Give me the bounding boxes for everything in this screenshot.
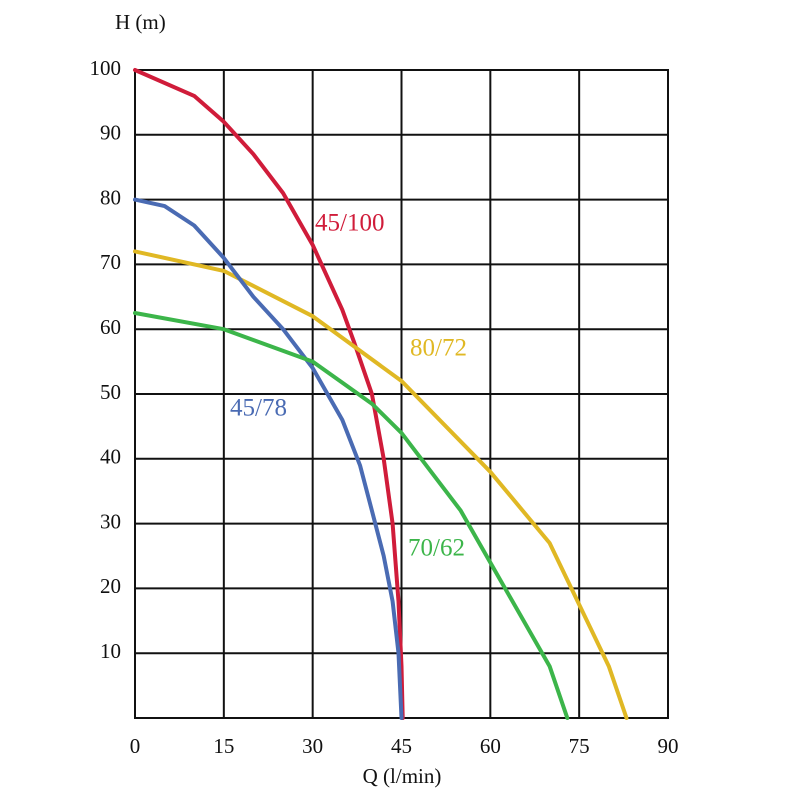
x-axis-label: Q (l/min): [363, 764, 442, 788]
pump-curve: [133, 249, 629, 720]
y-axis-label: H (m): [115, 10, 166, 34]
x-tick-label: 15: [213, 734, 234, 758]
x-tick-label: 75: [569, 734, 590, 758]
y-tick-label: 20: [100, 574, 121, 598]
y-tick-label: 50: [100, 380, 121, 404]
curve-label: 80/72: [410, 335, 467, 362]
y-tick-label: 60: [100, 315, 121, 339]
y-tick-label: 10: [100, 639, 121, 663]
y-tick-label: 70: [100, 250, 121, 274]
y-tick-label: 40: [100, 445, 121, 469]
curve-label: 45/78: [230, 395, 287, 422]
y-tick-label: 30: [100, 509, 121, 533]
x-tick-label: 90: [658, 734, 679, 758]
x-tick-label: 60: [480, 734, 501, 758]
curve-label: 45/100: [315, 210, 384, 237]
pump-curve: [133, 68, 405, 720]
y-tick-label: 100: [90, 56, 122, 80]
x-tick-label: 30: [302, 734, 323, 758]
x-tick-label: 0: [130, 734, 141, 758]
x-tick-label: 45: [391, 734, 412, 758]
y-tick-label: 80: [100, 185, 121, 209]
pump-curve: [133, 197, 404, 720]
y-tick-label: 90: [100, 121, 121, 145]
pump-curve: [133, 311, 570, 720]
curve-label: 70/62: [408, 535, 465, 562]
